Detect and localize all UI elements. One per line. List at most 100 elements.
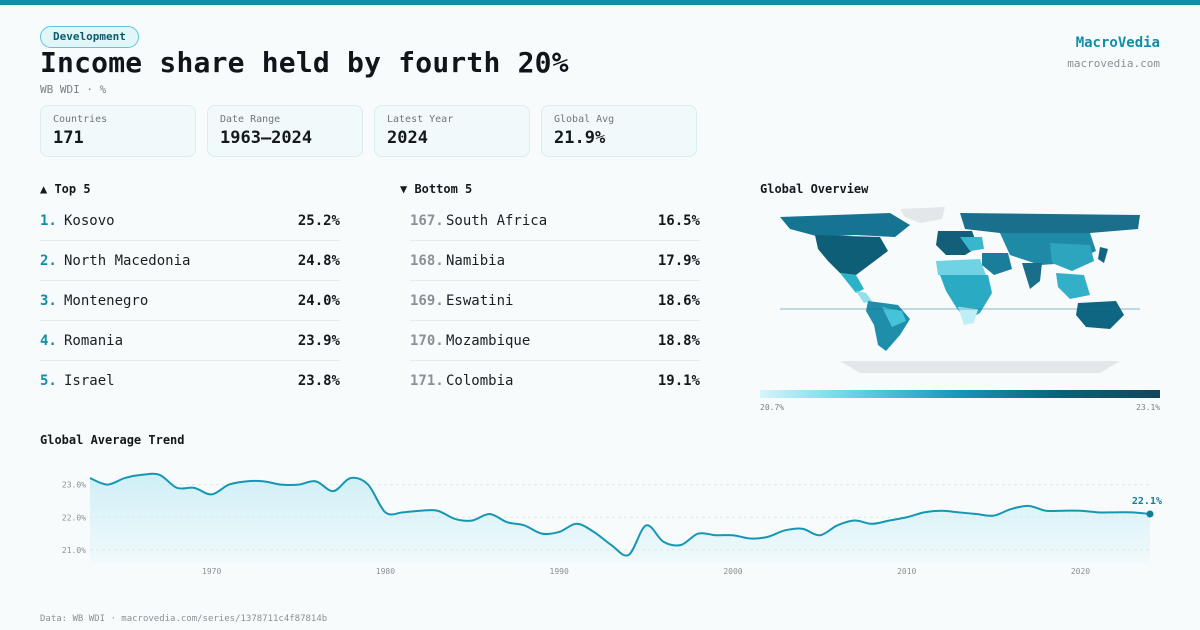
x-tick-label: 1990 — [550, 567, 569, 576]
country-value: 25.2% — [297, 212, 340, 229]
map-region-southeast-asia[interactable] — [1056, 273, 1090, 299]
list-item[interactable]: 1. Kosovo 25.2% — [40, 201, 340, 241]
y-tick-label: 21.0% — [62, 546, 86, 555]
map-region-africa[interactable] — [940, 275, 992, 321]
stat-value: 1963–2024 — [220, 128, 313, 148]
map-title: Global Overview — [760, 182, 869, 196]
country-value: 18.8% — [657, 332, 700, 349]
brand-name[interactable]: MacroVedia — [1075, 35, 1160, 51]
stat-value: 2024 — [387, 128, 428, 148]
rank-number: 167. — [410, 212, 444, 229]
top-accent-bar — [0, 0, 1200, 5]
rank-number: 5. — [40, 373, 57, 389]
list-item[interactable]: 171. Colombia 19.1% — [410, 361, 700, 401]
x-tick-label: 2010 — [897, 567, 916, 576]
map-region-middle-east[interactable] — [982, 253, 1012, 275]
country-name: Israel — [64, 373, 115, 389]
stat-label: Date Range — [220, 114, 281, 125]
map-region-north-africa[interactable] — [936, 259, 986, 279]
country-name: Montenegro — [64, 292, 149, 309]
map-region-eastern-europe[interactable] — [960, 237, 984, 251]
map-region-india[interactable] — [1022, 263, 1042, 289]
trend-end-label: 22.1% — [1132, 496, 1162, 507]
rank-number: 170. — [410, 332, 444, 349]
footer-source: Data: WB WDI · macrovedia.com/series/137… — [40, 614, 328, 624]
list-item[interactable]: 4. Romania 23.9% — [40, 321, 340, 361]
rank-number: 171. — [410, 373, 444, 389]
map-region-russia[interactable] — [960, 213, 1140, 235]
list-item[interactable]: 167. South Africa 16.5% — [410, 201, 700, 241]
top5-list: 1. Kosovo 25.2% 2. North Macedonia 24.8%… — [40, 201, 340, 401]
map-region-mexico[interactable] — [840, 273, 864, 293]
x-tick-label: 2000 — [723, 567, 742, 576]
brand-block: MacroVedia macrovedia.com — [1067, 35, 1160, 70]
rank-number: 168. — [410, 252, 444, 269]
country-value: 16.5% — [657, 212, 700, 229]
map-region-australia[interactable] — [1076, 301, 1124, 329]
country-name: Namibia — [446, 252, 506, 269]
map-region-china[interactable] — [1050, 243, 1094, 271]
rank-number: 2. — [40, 252, 57, 269]
stat-card-latest-year: Latest Year 2024 — [374, 105, 530, 157]
rank-number: 1. — [40, 212, 57, 229]
country-name: Mozambique — [446, 332, 531, 349]
stat-card-countries: Countries 171 — [40, 105, 196, 157]
y-tick-label: 22.0% — [62, 513, 86, 522]
map-region-brazil[interactable] — [882, 307, 906, 327]
country-value: 24.0% — [297, 292, 340, 309]
x-tick-label: 1980 — [376, 567, 395, 576]
list-item[interactable]: 2. North Macedonia 24.8% — [40, 241, 340, 281]
list-item[interactable]: 168. Namibia 17.9% — [410, 241, 700, 281]
category-tag[interactable]: Development — [40, 26, 139, 48]
country-value: 24.8% — [297, 252, 340, 269]
trend-chart[interactable]: 21.0% 22.0% 23.0% 1970 1980 1990 2000 2010 2020 2… — [40, 455, 1170, 585]
stat-card-global-avg: Global Avg 21.9% — [541, 105, 697, 157]
trend-title: Global Average Trend — [40, 433, 185, 447]
map-legend-gradient — [760, 390, 1160, 398]
x-tick-label: 1970 — [202, 567, 221, 576]
page-subtitle: WB WDI · % — [40, 83, 107, 96]
map-region-greenland[interactable] — [900, 207, 945, 223]
map-region-central-america[interactable] — [856, 291, 872, 303]
stat-value: 21.9% — [554, 128, 606, 148]
map-region-antarctica[interactable] — [840, 361, 1120, 373]
rank-number: 169. — [410, 292, 444, 309]
legend-max-label: 23.1% — [1136, 403, 1161, 412]
country-value: 23.8% — [297, 373, 340, 389]
map-region-north-america[interactable] — [815, 235, 888, 275]
map-region-southern-africa[interactable] — [958, 307, 978, 325]
country-value: 23.9% — [297, 332, 340, 349]
brand-url[interactable]: macrovedia.com — [1067, 57, 1160, 70]
trend-end-point — [1146, 510, 1154, 518]
bottom5-list: 167. South Africa 16.5% 168. Namibia 17.… — [410, 201, 700, 401]
list-item[interactable]: 5. Israel 23.8% — [40, 361, 340, 401]
country-name: Romania — [64, 332, 124, 349]
page-title: Income share held by fourth 20% — [40, 46, 569, 79]
country-name: South Africa — [446, 212, 548, 229]
country-name: Colombia — [446, 373, 514, 389]
country-value: 19.1% — [657, 373, 700, 389]
map-region-japan[interactable] — [1098, 247, 1108, 263]
bottom5-title: ▼ Bottom 5 — [400, 182, 473, 196]
map-region-north-band[interactable] — [780, 213, 910, 237]
trend-line — [89, 472, 1151, 557]
country-value: 17.9% — [657, 252, 700, 269]
country-name: North Macedonia — [64, 252, 191, 269]
rank-number: 4. — [40, 332, 57, 349]
country-name: Kosovo — [64, 212, 115, 229]
stat-card-date-range: Date Range 1963–2024 — [207, 105, 363, 157]
list-item[interactable]: 170. Mozambique 18.8% — [410, 321, 700, 361]
country-name: Eswatini — [446, 292, 514, 309]
x-tick-label: 2020 — [1071, 567, 1090, 576]
list-item[interactable]: 169. Eswatini 18.6% — [410, 281, 700, 321]
list-item[interactable]: 3. Montenegro 24.0% — [40, 281, 340, 321]
stat-label: Latest Year — [387, 114, 454, 125]
stat-label: Countries — [53, 114, 108, 125]
rank-number: 3. — [40, 292, 57, 309]
world-choropleth-map[interactable] — [760, 203, 1160, 383]
country-value: 18.6% — [657, 292, 700, 309]
stat-label: Global Avg — [554, 114, 615, 125]
top5-title: ▲ Top 5 — [40, 182, 91, 196]
stat-value: 171 — [53, 128, 84, 148]
trend-area-fill — [90, 473, 1150, 563]
